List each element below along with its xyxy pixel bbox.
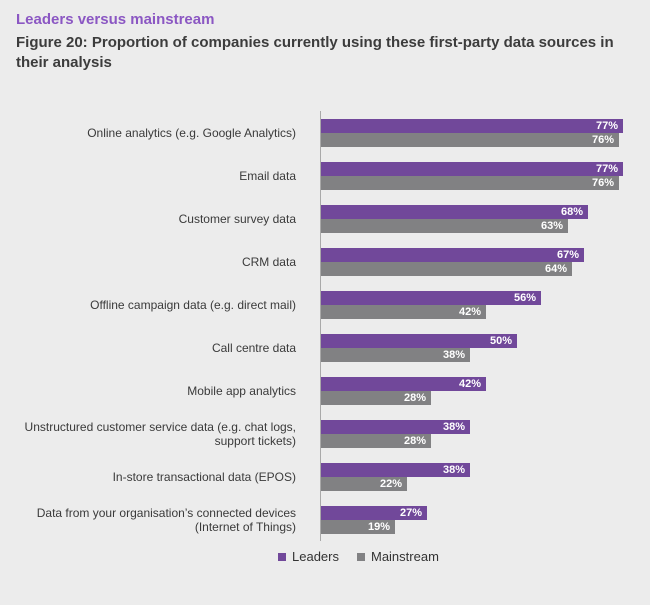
- leaders-bar: 38%: [321, 420, 470, 434]
- bar-stack: 38% 28%: [321, 420, 470, 448]
- mainstream-bar: 64%: [321, 262, 572, 276]
- mainstream-bar: 76%: [321, 176, 619, 190]
- leaders-swatch-icon: [278, 553, 286, 561]
- leaders-bar: 38%: [321, 463, 470, 477]
- chart-legend: Leaders Mainstream: [278, 549, 439, 565]
- leaders-bar: 56%: [321, 291, 541, 305]
- chart-row: Unstructured customer service data (e.g.…: [0, 420, 650, 448]
- bar-value-label: 38%: [442, 349, 465, 361]
- figure-title: Figure 20: Proportion of companies curre…: [16, 34, 614, 71]
- category-label: CRM data: [241, 255, 296, 269]
- bar-value-label: 19%: [367, 521, 390, 533]
- chart-row: CRM data 67% 64%: [0, 248, 650, 276]
- bar-value-label: 42%: [458, 306, 481, 318]
- leaders-bar: 42%: [321, 377, 486, 391]
- bar-value-label: 22%: [379, 478, 402, 490]
- legend-item-leaders: Leaders: [278, 549, 339, 565]
- mainstream-bar: 28%: [321, 434, 431, 448]
- bar-stack: 42% 28%: [321, 377, 486, 405]
- chart-row: Data from your organisation’s connected …: [0, 506, 650, 534]
- leaders-bar: 50%: [321, 334, 517, 348]
- bar-stack: 77% 76%: [321, 119, 623, 147]
- bar-value-label: 76%: [591, 134, 614, 146]
- bar-value-label: 28%: [403, 392, 426, 404]
- figure-header: Leaders versus mainstream Figure 20: Pro…: [16, 10, 628, 73]
- category-label: Email data: [239, 169, 296, 183]
- bar-value-label: 38%: [442, 421, 465, 433]
- chart-row: Email data 77% 76%: [0, 162, 650, 190]
- bar-value-label: 28%: [403, 435, 426, 447]
- bar-stack: 68% 63%: [321, 205, 588, 233]
- legend-label: Leaders: [292, 549, 339, 564]
- mainstream-bar: 22%: [321, 477, 407, 491]
- leaders-bar: 68%: [321, 205, 588, 219]
- leaders-bar: 77%: [321, 162, 623, 176]
- category-label: Customer survey data: [178, 212, 296, 226]
- leaders-bar: 67%: [321, 248, 584, 262]
- leaders-bar: 77%: [321, 119, 623, 133]
- bar-value-label: 76%: [591, 177, 614, 189]
- chart-axis-line: [320, 111, 321, 541]
- bar-stack: 50% 38%: [321, 334, 517, 362]
- chart-rows: Online analytics (e.g. Google Analytics)…: [0, 119, 650, 549]
- bar-value-label: 42%: [458, 378, 481, 390]
- chart-row: Customer survey data 68% 63%: [0, 205, 650, 233]
- chart-row: Offline campaign data (e.g. direct mail)…: [0, 291, 650, 319]
- category-label: Unstructured customer service data (e.g.…: [24, 420, 296, 448]
- bar-value-label: 68%: [560, 206, 583, 218]
- bar-value-label: 77%: [595, 120, 618, 132]
- mainstream-bar: 76%: [321, 133, 619, 147]
- mainstream-bar: 38%: [321, 348, 470, 362]
- bar-value-label: 64%: [544, 263, 567, 275]
- legend-label: Mainstream: [370, 549, 439, 564]
- mainstream-bar: 42%: [321, 305, 486, 319]
- category-label: In-store transactional data (EPOS): [112, 470, 296, 484]
- bar-value-label: 77%: [595, 163, 618, 175]
- chart-row: Call centre data 50% 38%: [0, 334, 650, 362]
- mainstream-bar: 63%: [321, 219, 568, 233]
- bar-stack: 27% 19%: [321, 506, 427, 534]
- mainstream-swatch-icon: [356, 553, 365, 561]
- bar-value-label: 67%: [556, 249, 579, 261]
- bar-stack: 67% 64%: [321, 248, 584, 276]
- bar-stack: 77% 76%: [321, 162, 623, 190]
- leaders-bar: 27%: [321, 506, 427, 520]
- bar-value-label: 38%: [442, 464, 465, 476]
- category-label: Call centre data: [211, 341, 296, 355]
- bar-value-label: 56%: [513, 292, 536, 304]
- bar-value-label: 50%: [489, 335, 512, 347]
- category-label: Online analytics (e.g. Google Analytics): [87, 126, 296, 140]
- mainstream-bar: 19%: [321, 520, 395, 534]
- chart-row: In-store transactional data (EPOS) 38% 22%: [0, 463, 650, 491]
- category-label: Data from your organisation’s connected …: [36, 506, 296, 534]
- category-label: Mobile app analytics: [187, 384, 296, 398]
- chart-row: Online analytics (e.g. Google Analytics)…: [0, 119, 650, 147]
- bar-stack: 38% 22%: [321, 463, 470, 491]
- figure-eyebrow: Leaders versus mainstream: [16, 11, 215, 28]
- category-label: Offline campaign data (e.g. direct mail): [90, 298, 296, 312]
- chart-row: Mobile app analytics 42% 28%: [0, 377, 650, 405]
- legend-item-mainstream: Mainstream: [356, 549, 439, 565]
- bar-value-label: 63%: [540, 220, 563, 232]
- bar-stack: 56% 42%: [321, 291, 541, 319]
- mainstream-bar: 28%: [321, 391, 431, 405]
- bar-value-label: 27%: [399, 507, 422, 519]
